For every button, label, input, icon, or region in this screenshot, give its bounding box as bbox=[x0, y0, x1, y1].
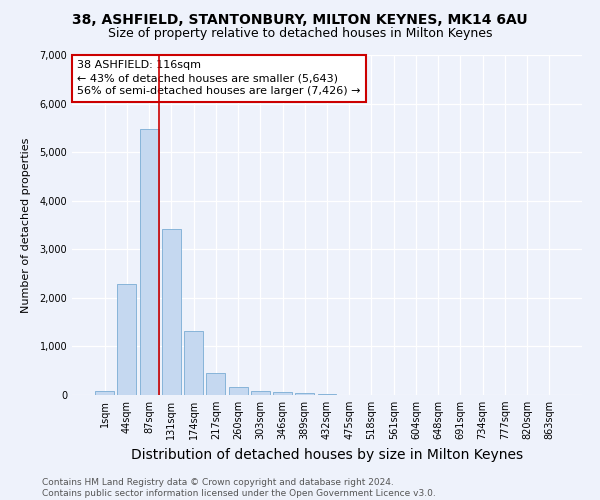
Text: 38 ASHFIELD: 116sqm
← 43% of detached houses are smaller (5,643)
56% of semi-det: 38 ASHFIELD: 116sqm ← 43% of detached ho… bbox=[77, 60, 361, 96]
X-axis label: Distribution of detached houses by size in Milton Keynes: Distribution of detached houses by size … bbox=[131, 448, 523, 462]
Text: 38, ASHFIELD, STANTONBURY, MILTON KEYNES, MK14 6AU: 38, ASHFIELD, STANTONBURY, MILTON KEYNES… bbox=[72, 12, 528, 26]
Y-axis label: Number of detached properties: Number of detached properties bbox=[21, 138, 31, 312]
Text: Size of property relative to detached houses in Milton Keynes: Size of property relative to detached ho… bbox=[108, 28, 492, 40]
Bar bbox=[162, 229, 181, 395]
Bar bbox=[184, 332, 203, 395]
Bar bbox=[206, 373, 225, 395]
Bar bbox=[140, 129, 158, 395]
Bar bbox=[95, 391, 114, 395]
Text: Contains HM Land Registry data © Crown copyright and database right 2024.
Contai: Contains HM Land Registry data © Crown c… bbox=[42, 478, 436, 498]
Bar bbox=[273, 392, 292, 395]
Bar bbox=[251, 390, 270, 395]
Bar bbox=[229, 386, 248, 395]
Bar bbox=[118, 284, 136, 395]
Bar bbox=[317, 394, 337, 395]
Bar bbox=[295, 393, 314, 395]
